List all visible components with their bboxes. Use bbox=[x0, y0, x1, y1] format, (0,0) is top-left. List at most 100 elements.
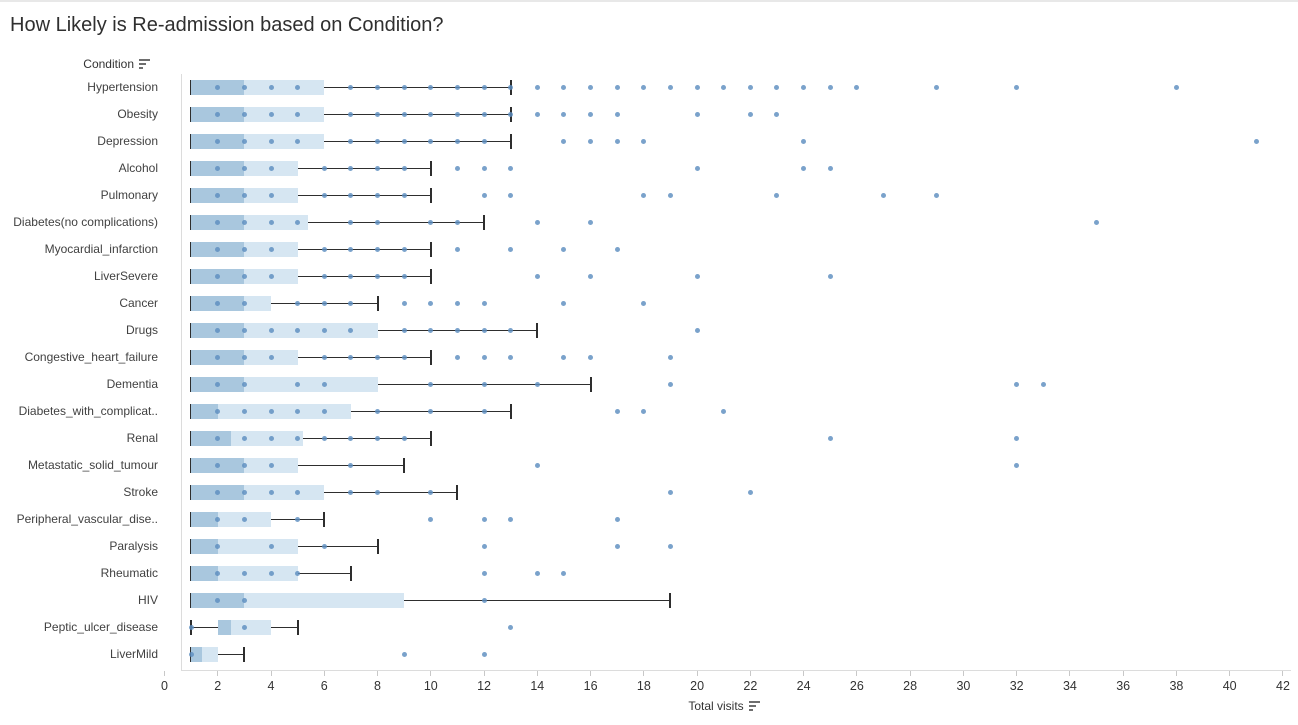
data-point-dot[interactable] bbox=[827, 435, 833, 441]
data-point-dot[interactable] bbox=[641, 138, 647, 144]
data-point-dot[interactable] bbox=[375, 408, 381, 414]
data-point-dot[interactable] bbox=[1173, 84, 1179, 90]
whisker-cap-max[interactable] bbox=[376, 538, 379, 554]
whisker-line[interactable] bbox=[191, 167, 431, 169]
row-label[interactable]: Drugs bbox=[125, 323, 158, 337]
whisker-cap-max[interactable] bbox=[403, 457, 406, 473]
whisker-line[interactable] bbox=[191, 653, 245, 655]
data-point-dot[interactable] bbox=[534, 570, 540, 576]
box-upper-quartile[interactable] bbox=[244, 295, 271, 311]
data-point-dot[interactable] bbox=[1014, 435, 1020, 441]
row-label[interactable]: Congestive_heart_failure bbox=[24, 350, 158, 364]
data-point-dot[interactable] bbox=[481, 165, 487, 171]
data-point-dot[interactable] bbox=[295, 489, 301, 495]
data-point-dot[interactable] bbox=[295, 219, 301, 225]
data-point-dot[interactable] bbox=[614, 138, 620, 144]
data-point-dot[interactable] bbox=[295, 138, 301, 144]
box-upper-quartile[interactable] bbox=[231, 619, 271, 635]
data-point-dot[interactable] bbox=[215, 354, 221, 360]
box-upper-quartile[interactable] bbox=[217, 565, 298, 581]
whisker-cap-max[interactable] bbox=[589, 376, 592, 392]
data-point-dot[interactable] bbox=[481, 543, 487, 549]
box-lower-quartile[interactable] bbox=[191, 430, 232, 446]
row-label[interactable]: Pulmonary bbox=[100, 188, 158, 202]
data-point-dot[interactable] bbox=[561, 84, 567, 90]
data-point-dot[interactable] bbox=[241, 570, 247, 576]
data-point-dot[interactable] bbox=[588, 219, 594, 225]
data-point-dot[interactable] bbox=[694, 327, 700, 333]
data-point-dot[interactable] bbox=[428, 219, 434, 225]
data-point-dot[interactable] bbox=[454, 300, 460, 306]
data-point-dot[interactable] bbox=[534, 111, 540, 117]
data-point-dot[interactable] bbox=[614, 543, 620, 549]
data-point-dot[interactable] bbox=[667, 354, 673, 360]
box-upper-quartile[interactable] bbox=[244, 214, 309, 230]
data-point-dot[interactable] bbox=[481, 138, 487, 144]
data-point-dot[interactable] bbox=[241, 597, 247, 603]
data-point-dot[interactable] bbox=[481, 651, 487, 657]
data-point-dot[interactable] bbox=[508, 192, 514, 198]
data-point-dot[interactable] bbox=[321, 354, 327, 360]
data-point-dot[interactable] bbox=[401, 111, 407, 117]
data-point-dot[interactable] bbox=[454, 138, 460, 144]
data-point-dot[interactable] bbox=[1014, 462, 1020, 468]
data-point-dot[interactable] bbox=[215, 300, 221, 306]
whisker-cap-max[interactable] bbox=[243, 646, 246, 662]
box-upper-quartile[interactable] bbox=[244, 592, 405, 608]
row-label[interactable]: LiverSevere bbox=[93, 269, 158, 283]
data-point-dot[interactable] bbox=[295, 300, 301, 306]
data-point-dot[interactable] bbox=[481, 381, 487, 387]
data-point-dot[interactable] bbox=[375, 219, 381, 225]
data-point-dot[interactable] bbox=[295, 111, 301, 117]
data-point-dot[interactable] bbox=[295, 327, 301, 333]
data-point-dot[interactable] bbox=[348, 192, 354, 198]
data-point-dot[interactable] bbox=[774, 192, 780, 198]
data-point-dot[interactable] bbox=[348, 84, 354, 90]
data-point-dot[interactable] bbox=[215, 462, 221, 468]
data-point-dot[interactable] bbox=[215, 246, 221, 252]
data-point-dot[interactable] bbox=[268, 570, 274, 576]
data-point-dot[interactable] bbox=[215, 111, 221, 117]
data-point-dot[interactable] bbox=[428, 300, 434, 306]
data-point-dot[interactable] bbox=[268, 273, 274, 279]
data-point-dot[interactable] bbox=[801, 138, 807, 144]
data-point-dot[interactable] bbox=[241, 192, 247, 198]
data-point-dot[interactable] bbox=[215, 165, 221, 171]
data-point-dot[interactable] bbox=[667, 192, 673, 198]
whisker-cap-max[interactable] bbox=[429, 268, 432, 284]
data-point-dot[interactable] bbox=[401, 165, 407, 171]
data-point-dot[interactable] bbox=[268, 246, 274, 252]
data-point-dot[interactable] bbox=[588, 273, 594, 279]
data-point-dot[interactable] bbox=[774, 111, 780, 117]
data-point-dot[interactable] bbox=[268, 192, 274, 198]
data-point-dot[interactable] bbox=[428, 408, 434, 414]
data-point-dot[interactable] bbox=[641, 300, 647, 306]
row-label[interactable]: Hypertension bbox=[87, 80, 158, 94]
whisker-cap-max[interactable] bbox=[376, 295, 379, 311]
data-point-dot[interactable] bbox=[827, 273, 833, 279]
box-lower-quartile[interactable] bbox=[191, 511, 218, 527]
data-point-dot[interactable] bbox=[588, 111, 594, 117]
data-point-dot[interactable] bbox=[241, 273, 247, 279]
data-point-dot[interactable] bbox=[348, 111, 354, 117]
data-point-dot[interactable] bbox=[1014, 381, 1020, 387]
whisker-line[interactable] bbox=[191, 437, 431, 439]
data-point-dot[interactable] bbox=[375, 192, 381, 198]
box-upper-quartile[interactable] bbox=[217, 538, 298, 554]
data-point-dot[interactable] bbox=[348, 138, 354, 144]
whisker-line[interactable] bbox=[191, 275, 431, 277]
data-point-dot[interactable] bbox=[428, 489, 434, 495]
data-point-dot[interactable] bbox=[295, 381, 301, 387]
row-label[interactable]: Peripheral_vascular_dise.. bbox=[16, 512, 158, 526]
whisker-line[interactable] bbox=[191, 491, 458, 493]
data-point-dot[interactable] bbox=[295, 516, 301, 522]
row-label[interactable]: Depression bbox=[97, 134, 158, 148]
whisker-line[interactable] bbox=[191, 221, 485, 223]
data-point-dot[interactable] bbox=[614, 111, 620, 117]
data-point-dot[interactable] bbox=[561, 300, 567, 306]
data-point-dot[interactable] bbox=[375, 111, 381, 117]
data-point-dot[interactable] bbox=[348, 354, 354, 360]
data-point-dot[interactable] bbox=[375, 165, 381, 171]
whisker-cap-max[interactable] bbox=[429, 430, 432, 446]
data-point-dot[interactable] bbox=[348, 489, 354, 495]
